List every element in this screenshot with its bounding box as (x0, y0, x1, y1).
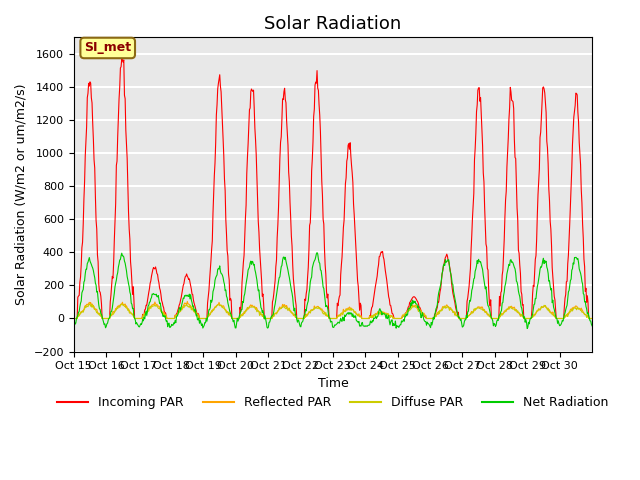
Legend: Incoming PAR, Reflected PAR, Diffuse PAR, Net Radiation: Incoming PAR, Reflected PAR, Diffuse PAR… (52, 391, 614, 414)
Net Radiation (252, 269, 259, 275)
Incoming PAR (227, 296, 234, 301)
Title: Solar Radiation: Solar Radiation (264, 15, 401, 33)
Y-axis label: Solar Radiation (W/m2 or um/m2/s): Solar Radiation (W/m2 or um/m2/s) (15, 84, 28, 305)
Reflected PAR (416, 307, 424, 312)
Net Radiation (131, 315, 138, 321)
Reflected PAR (272, 310, 280, 316)
Net Radiation (271, 301, 279, 307)
Diffuse PAR (272, 311, 280, 316)
Incoming PAR (70, 315, 77, 321)
Net Radiation (70, 324, 77, 329)
Line: Reflected PAR: Reflected PAR (74, 301, 592, 318)
Net Radiation (387, 319, 394, 325)
Net Radiation (588, 323, 596, 329)
Incoming PAR (272, 264, 280, 270)
Diffuse PAR (227, 312, 234, 318)
Line: Net Radiation: Net Radiation (74, 252, 592, 328)
Incoming PAR (252, 152, 260, 158)
Reflected PAR (227, 313, 234, 319)
X-axis label: Time: Time (317, 377, 348, 390)
Incoming PAR (118, 56, 125, 62)
Net Radiation (313, 250, 321, 255)
Net Radiation (226, 309, 234, 314)
Reflected PAR (131, 315, 138, 321)
Diffuse PAR (118, 301, 126, 307)
Net Radiation (416, 308, 424, 313)
Incoming PAR (131, 315, 139, 321)
Reflected PAR (70, 315, 77, 321)
Incoming PAR (588, 315, 596, 321)
Reflected PAR (184, 299, 191, 304)
Diffuse PAR (131, 315, 139, 321)
Diffuse PAR (70, 315, 77, 321)
Diffuse PAR (588, 315, 596, 321)
Reflected PAR (588, 315, 596, 321)
Line: Diffuse PAR: Diffuse PAR (74, 304, 592, 318)
Diffuse PAR (252, 306, 260, 312)
Diffuse PAR (387, 314, 394, 320)
Reflected PAR (387, 313, 394, 319)
Line: Incoming PAR: Incoming PAR (74, 59, 592, 318)
Incoming PAR (416, 304, 424, 310)
Net Radiation (524, 325, 531, 331)
Diffuse PAR (416, 307, 424, 312)
Text: SI_met: SI_met (84, 41, 131, 54)
Incoming PAR (387, 302, 394, 308)
Reflected PAR (252, 305, 260, 311)
